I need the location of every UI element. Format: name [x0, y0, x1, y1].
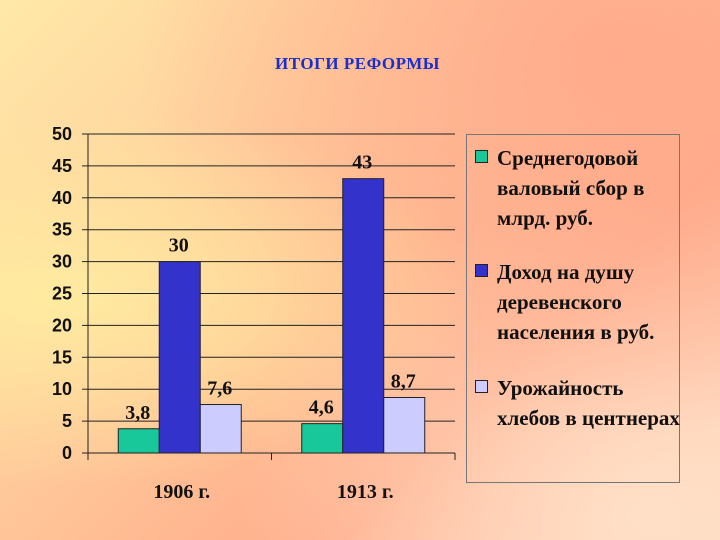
- bar: [199, 404, 242, 454]
- data-label: 43: [352, 152, 372, 174]
- y-tick-label: 50: [52, 124, 72, 144]
- y-tick-label: 5: [62, 411, 72, 431]
- x-category-label: 1913 г.: [337, 481, 394, 503]
- bar: [158, 261, 201, 454]
- bar: [301, 423, 344, 454]
- legend-swatch-harvest: [475, 150, 488, 163]
- x-axis: 1906 г. 1913 г.: [87, 452, 456, 503]
- legend-swatch-income: [475, 264, 488, 277]
- y-tick-label: 15: [52, 347, 72, 367]
- bars: [117, 178, 426, 454]
- data-label: 30: [169, 235, 189, 257]
- y-axis: 0 5 10 15 20 25 30 35 40 45 50: [52, 124, 89, 463]
- y-tick-label: 35: [52, 220, 72, 240]
- chart-legend: Среднегодовой валовый сбор в млрд. руб. …: [466, 134, 680, 483]
- bar: [117, 428, 160, 454]
- data-label: 7,6: [207, 378, 232, 400]
- y-tick-label: 40: [52, 188, 72, 208]
- x-category-label: 1906 г.: [153, 481, 210, 503]
- bar: [342, 178, 385, 454]
- y-tick-label: 25: [52, 284, 72, 304]
- data-label: 8,7: [391, 370, 416, 392]
- data-label: 4,6: [309, 397, 334, 419]
- data-labels: 3,8 30 7,6 4,6 43 8,7: [125, 152, 416, 424]
- legend-swatch-yield: [475, 380, 488, 393]
- y-tick-label: 30: [52, 252, 72, 272]
- chart-title: ИТОГИ РЕФОРМЫ: [275, 54, 440, 73]
- legend-label-yield: Урожайность хлебов в центнерах: [497, 376, 680, 430]
- legend-label-income: Доход на душу деревенского населения в р…: [497, 260, 655, 344]
- legend-label-harvest: Среднегодовой валовый сбор в млрд. руб.: [497, 146, 645, 230]
- bar: [383, 396, 426, 454]
- y-tick-label: 0: [62, 443, 72, 463]
- y-tick-label: 45: [52, 156, 72, 176]
- y-tick-label: 10: [52, 379, 72, 399]
- data-label: 3,8: [125, 402, 150, 424]
- y-tick-label: 20: [52, 315, 72, 335]
